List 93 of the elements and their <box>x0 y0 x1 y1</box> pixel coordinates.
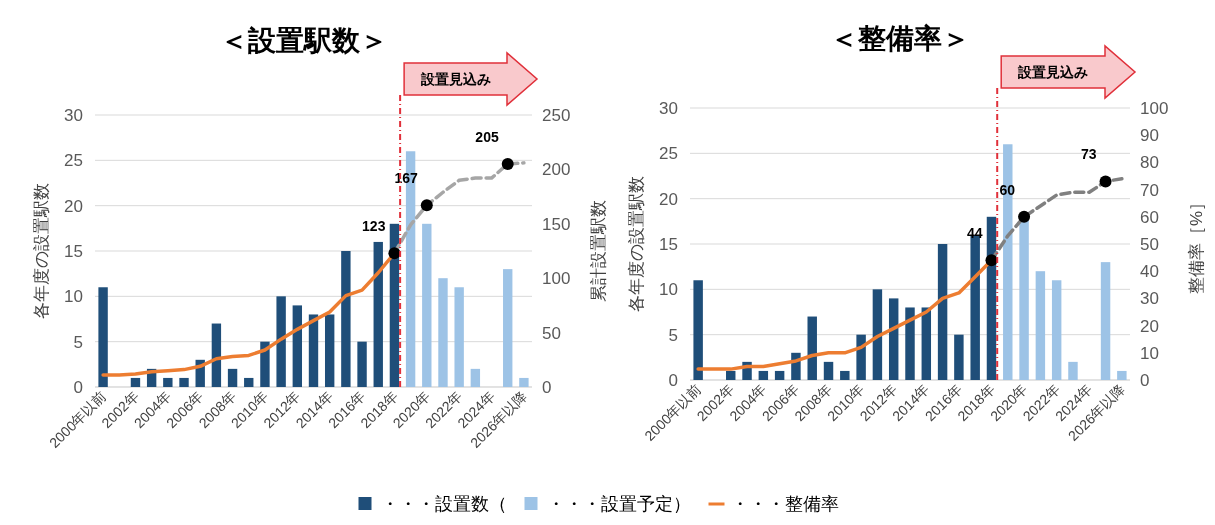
y2-tick-label: 90 <box>1140 126 1159 146</box>
bar <box>1035 271 1046 380</box>
y2-tick-label: 100 <box>1140 99 1169 118</box>
y-tick-label: 10 <box>64 287 83 307</box>
y2-tick-label: 50 <box>542 323 561 343</box>
bar <box>888 298 899 380</box>
bar <box>130 377 141 387</box>
data-label: 60 <box>999 181 1016 198</box>
data-label: 167 <box>394 170 419 187</box>
bar <box>503 269 513 387</box>
y2-tick-label: 50 <box>1140 235 1159 254</box>
bar <box>470 368 481 387</box>
bar <box>341 251 351 387</box>
y-tick-label: 30 <box>64 106 83 125</box>
point <box>420 199 433 212</box>
y2-axis-title: 整備率［%］ <box>1187 193 1206 295</box>
bar <box>693 280 703 380</box>
y2-axis-title: 累計設置駅数 <box>589 200 608 302</box>
y2-tick-label: 80 <box>1140 153 1159 173</box>
bar <box>308 314 319 387</box>
bar <box>227 368 238 387</box>
y2-tick-label: 150 <box>542 214 571 234</box>
y2-tick-label: 100 <box>542 269 571 289</box>
bar <box>324 314 335 387</box>
bar <box>519 377 529 387</box>
bar <box>1051 280 1062 380</box>
legend-label: ・・・設置数（ <box>380 494 507 514</box>
y-tick-label: 15 <box>659 235 678 254</box>
point <box>501 157 514 170</box>
y2-tick-label: 0 <box>542 378 552 397</box>
y-tick-label: 0 <box>668 371 678 390</box>
bar <box>98 287 108 387</box>
data-label: 205 <box>475 128 499 145</box>
bar <box>905 307 915 380</box>
bar <box>856 334 866 380</box>
bar <box>373 241 383 387</box>
bar <box>774 370 785 380</box>
data-label: 44 <box>966 225 983 242</box>
bar <box>726 370 736 380</box>
bar <box>954 334 964 380</box>
bar <box>823 361 834 380</box>
point <box>1099 175 1112 188</box>
y-tick-label: 0 <box>73 378 83 397</box>
bar <box>872 289 883 380</box>
bar <box>807 316 817 380</box>
y-tick-label: 20 <box>659 189 678 209</box>
chart-title: ＜整備率＞ <box>830 23 970 54</box>
y-tick-label: 25 <box>64 151 83 171</box>
point <box>388 247 401 260</box>
bar <box>454 287 464 387</box>
legend-label: ・・・整備率 <box>730 494 839 514</box>
y2-tick-label: 0 <box>1140 371 1150 390</box>
bar <box>422 223 432 387</box>
y-tick-label: 10 <box>659 280 678 300</box>
y2-tick-label: 250 <box>542 106 571 125</box>
bar <box>1100 262 1111 380</box>
bar <box>211 323 222 387</box>
bar <box>758 370 769 380</box>
y-axis-title: 各年度の設置駅数 <box>627 176 646 312</box>
bar <box>921 307 932 380</box>
y2-tick-label: 40 <box>1140 262 1159 282</box>
y-tick-label: 30 <box>659 99 678 118</box>
legend-label: ・・・設置予定） <box>546 494 691 514</box>
data-label: 73 <box>1080 146 1097 163</box>
y2-tick-label: 10 <box>1140 343 1159 363</box>
bar <box>438 278 448 387</box>
bar <box>840 370 850 380</box>
bar <box>260 341 270 387</box>
bar <box>357 341 367 387</box>
y-tick-label: 20 <box>64 196 83 216</box>
y2-tick-label: 60 <box>1140 207 1159 227</box>
bar <box>1068 361 1078 380</box>
bar <box>1117 370 1127 380</box>
text: 設置見込み <box>1017 64 1089 80</box>
text: 設置見込み <box>419 71 491 87</box>
chart-title: ＜設置駅数＞ <box>219 25 388 56</box>
data-label: 123 <box>362 218 386 235</box>
bar <box>244 377 254 387</box>
bar <box>163 377 173 387</box>
y2-tick-label: 30 <box>1140 289 1159 309</box>
y2-tick-label: 70 <box>1140 180 1159 200</box>
y-tick-label: 15 <box>64 242 83 261</box>
bar <box>179 377 189 387</box>
y-tick-label: 5 <box>73 332 83 352</box>
y-tick-label: 5 <box>668 325 678 345</box>
y2-tick-label: 200 <box>542 160 571 180</box>
point <box>1018 210 1031 223</box>
bar <box>276 296 286 387</box>
y2-tick-label: 20 <box>1140 316 1159 336</box>
y-axis-title: 各年度の設置駅数 <box>32 183 51 319</box>
bar <box>292 305 303 387</box>
bar <box>937 244 948 380</box>
y-tick-label: 25 <box>659 144 678 164</box>
